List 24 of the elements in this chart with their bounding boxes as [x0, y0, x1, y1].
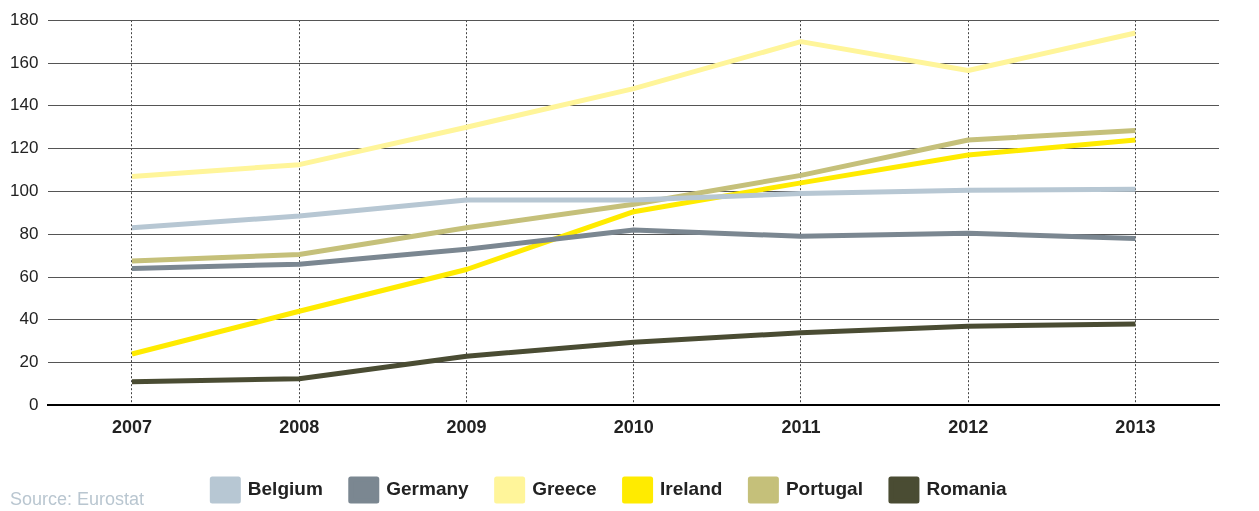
- x-tick-label: 2007: [111, 417, 152, 438]
- y-tick-label: 160: [9, 52, 39, 72]
- x-tick-label: 2012: [948, 417, 989, 438]
- x-tick-label: 2013: [1115, 417, 1156, 438]
- y-tick-label: 80: [19, 223, 39, 243]
- x-tick-label: 2010: [613, 417, 654, 438]
- y-tick-label: 100: [9, 181, 39, 201]
- y-tick-label: 120: [9, 138, 39, 158]
- legend-label: Germany: [386, 478, 470, 500]
- y-tick-label: 0: [28, 395, 39, 415]
- y-tick-label: 180: [9, 9, 39, 29]
- legend-label: Portugal: [785, 478, 863, 500]
- source-note: Source: Eurostat: [10, 488, 145, 509]
- x-tick-label: 2009: [446, 417, 487, 438]
- legend-label: Greece: [532, 478, 597, 500]
- legend-label: Ireland: [660, 478, 723, 500]
- y-tick-label: 140: [9, 95, 39, 115]
- x-tick-label: 2008: [279, 417, 320, 438]
- y-tick-label: 20: [19, 352, 39, 372]
- y-tick-label: 60: [19, 266, 39, 286]
- y-tick-label: 40: [19, 309, 39, 329]
- legend-label: Romania: [926, 478, 1008, 500]
- legend-label: Belgium: [247, 478, 323, 500]
- x-tick-label: 2011: [781, 417, 821, 438]
